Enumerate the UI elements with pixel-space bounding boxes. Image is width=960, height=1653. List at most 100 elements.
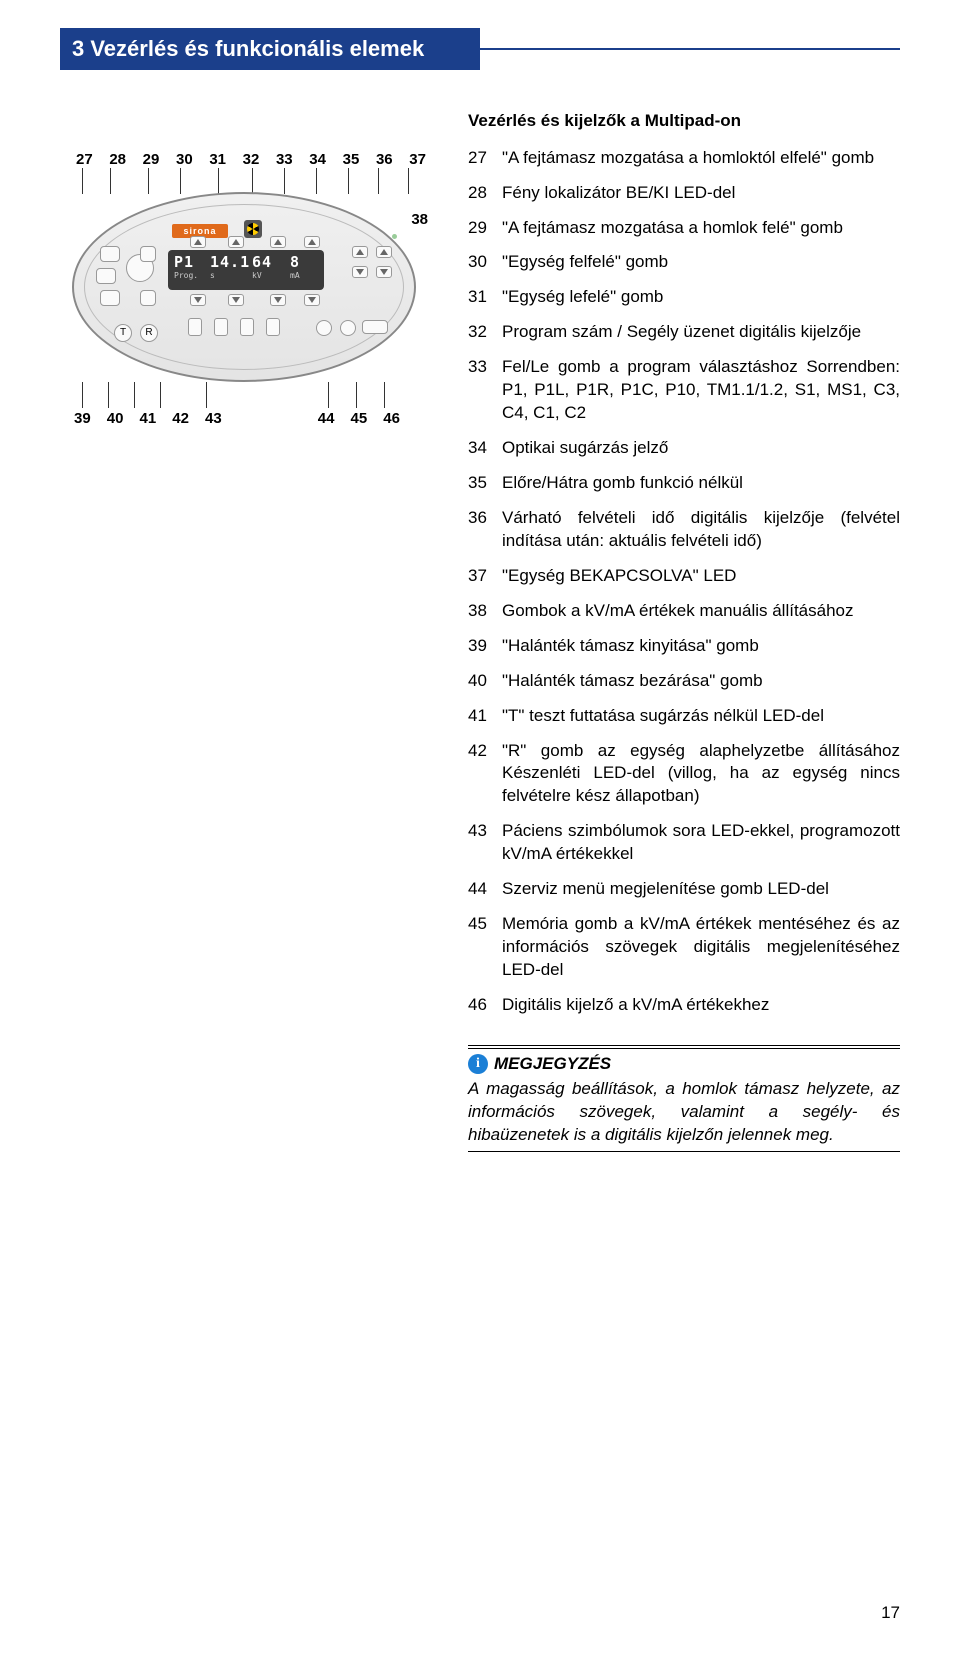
leaders-bottom xyxy=(60,382,430,412)
legend-item-number: 37 xyxy=(468,565,502,588)
legend-item-number: 31 xyxy=(468,286,502,309)
legend-item-number: 32 xyxy=(468,321,502,344)
lcd-ma-value: 8 xyxy=(290,252,320,272)
info-icon: i xyxy=(468,1054,488,1074)
callout-39: 39 xyxy=(74,409,91,429)
callout-44: 44 xyxy=(318,409,335,429)
legend-item-text: "A fejtámasz mozgatása a homloktól elfel… xyxy=(502,147,900,170)
ma-up-button xyxy=(376,246,392,258)
service-button xyxy=(316,320,332,336)
down-button xyxy=(304,294,320,306)
legend-item-text: Digitális kijelző a kV/mA értékekhez xyxy=(502,994,900,1017)
page-number: 17 xyxy=(881,1602,900,1625)
legend-item-text: "Halánték támasz bezárása" gomb xyxy=(502,670,900,693)
legend-item-text: Páciens szimbólumok sora LED-ekkel, prog… xyxy=(502,820,900,866)
legend-item: 43Páciens szimbólumok sora LED-ekkel, pr… xyxy=(468,820,900,866)
legend-item-text: "T" teszt futtatása sugárzás nélkül LED-… xyxy=(502,705,900,728)
legend-item-number: 36 xyxy=(468,507,502,553)
legend-item-number: 30 xyxy=(468,251,502,274)
legend-item-text: Program szám / Segély üzenet digitális k… xyxy=(502,321,900,344)
callout-38: 38 xyxy=(411,210,428,230)
ma-dn-button xyxy=(376,266,392,278)
legend-item: 34Optikai sugárzás jelző xyxy=(468,437,900,460)
callout-43: 43 xyxy=(205,409,222,429)
legend-item: 27"A fejtámasz mozgatása a homloktól elf… xyxy=(468,147,900,170)
r-button: R xyxy=(140,324,158,342)
legend-item: 35Előre/Hátra gomb funkció nélkül xyxy=(468,472,900,495)
kv-up-button xyxy=(352,246,368,258)
legend-item-number: 28 xyxy=(468,182,502,205)
legend-item-number: 33 xyxy=(468,356,502,425)
up-button xyxy=(304,236,320,248)
down-button xyxy=(190,294,206,306)
legend-item-text: Előre/Hátra gomb funkció nélkül xyxy=(502,472,900,495)
legend-column: Vezérlés és kijelzők a Multipad-on 27"A … xyxy=(468,110,900,1154)
lcd-sec-label: s xyxy=(210,271,252,282)
patient-symbol-row xyxy=(188,318,280,336)
legend-item-text: Fény lokalizátor BE/KI LED-del xyxy=(502,182,900,205)
legend-item-text: Várható felvételi idő digitális kijelzőj… xyxy=(502,507,900,553)
legend-item-text: Memória gomb a kV/mA értékek mentéséhez … xyxy=(502,913,900,982)
lcd-kv-label: kV xyxy=(252,271,290,282)
up-button xyxy=(190,236,206,248)
note-label: MEGJEGYZÉS xyxy=(494,1053,611,1076)
lcd-ma-label: mA xyxy=(290,271,320,282)
legend-item: 46Digitális kijelző a kV/mA értékekhez xyxy=(468,994,900,1017)
side-button xyxy=(140,246,156,262)
legend-item: 29"A fejtámasz mozgatása a homlok felé" … xyxy=(468,217,900,240)
legend-item-text: Optikai sugárzás jelző xyxy=(502,437,900,460)
legend-title: Vezérlés és kijelzők a Multipad-on xyxy=(468,110,900,133)
legend-item: 31"Egység lefelé" gomb xyxy=(468,286,900,309)
legend-item-text: "A fejtámasz mozgatása a homlok felé" go… xyxy=(502,217,900,240)
legend-item-number: 46 xyxy=(468,994,502,1017)
legend-item-number: 44 xyxy=(468,878,502,901)
callout-40: 40 xyxy=(107,409,124,429)
legend-item: 28Fény lokalizátor BE/KI LED-del xyxy=(468,182,900,205)
legend-item-number: 39 xyxy=(468,635,502,658)
lcd-prog-value: P1 xyxy=(174,252,210,272)
callout-42: 42 xyxy=(172,409,189,429)
legend-item-number: 40 xyxy=(468,670,502,693)
up-button xyxy=(228,236,244,248)
legend-item: 36Várható felvételi idő digitális kijelz… xyxy=(468,507,900,553)
page-title: 3 Vezérlés és funkcionális elemek xyxy=(60,28,480,70)
kv-dn-button xyxy=(352,266,368,278)
callout-row-bottom: 39 40 41 42 43 44 45 46 xyxy=(60,409,430,429)
legend-item: 40"Halánték támasz bezárása" gomb xyxy=(468,670,900,693)
header: 3 Vezérlés és funkcionális elemek xyxy=(60,28,900,70)
down-button xyxy=(270,294,286,306)
side-button xyxy=(100,290,120,306)
callout-46: 46 xyxy=(383,409,400,429)
legend-item: 37"Egység BEKAPCSOLVA" LED xyxy=(468,565,900,588)
note-body: A magasság beállítások, a homlok támasz … xyxy=(468,1078,900,1147)
legend-item: 32Program szám / Segély üzenet digitális… xyxy=(468,321,900,344)
legend-item-text: "Egység felfelé" gomb xyxy=(502,251,900,274)
legend-item: 41"T" teszt futtatása sugárzás nélkül LE… xyxy=(468,705,900,728)
legend-item-number: 34 xyxy=(468,437,502,460)
legend-item-number: 35 xyxy=(468,472,502,495)
lcd-display: P1 14.1 64 8 Prog. s kV mA xyxy=(168,250,324,290)
legend-item-text: "Egység lefelé" gomb xyxy=(502,286,900,309)
radiation-icon xyxy=(244,220,262,238)
legend-item-number: 45 xyxy=(468,913,502,982)
t-button: T xyxy=(114,324,132,342)
down-button xyxy=(228,294,244,306)
legend-item-number: 41 xyxy=(468,705,502,728)
legend-item-text: Gombok a kV/mA értékek manuális állításá… xyxy=(502,600,900,623)
callout-45: 45 xyxy=(351,409,368,429)
legend-item: 44Szerviz menü megjelenítése gomb LED-de… xyxy=(468,878,900,901)
side-button xyxy=(96,268,116,284)
legend-item-number: 27 xyxy=(468,147,502,170)
legend-item-number: 43 xyxy=(468,820,502,866)
legend-item: 39"Halánték támasz kinyitása" gomb xyxy=(468,635,900,658)
side-button xyxy=(140,290,156,306)
legend-item: 42"R" gomb az egység alaphelyzetbe állít… xyxy=(468,740,900,809)
legend-item-number: 38 xyxy=(468,600,502,623)
lcd-prog-label: Prog. xyxy=(174,271,210,282)
legend-item-text: Fel/Le gomb a program választáshoz Sorre… xyxy=(502,356,900,425)
callout-41: 41 xyxy=(140,409,157,429)
side-button xyxy=(100,246,120,262)
header-rule xyxy=(480,48,900,50)
up-button xyxy=(270,236,286,248)
lcd-sec-value: 14.1 xyxy=(210,252,252,272)
